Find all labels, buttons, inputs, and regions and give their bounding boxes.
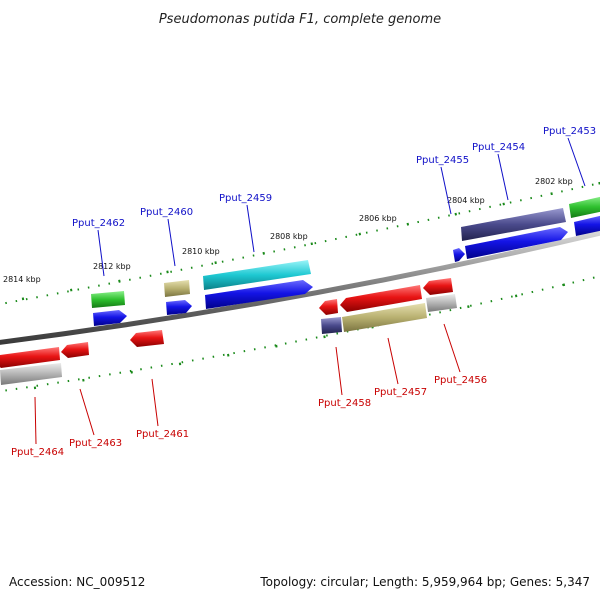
scale-label: 2814 kbp xyxy=(3,275,41,284)
gene-label[interactable]: Pput_2458 xyxy=(318,398,371,409)
cds-arrow-2464[interactable] xyxy=(0,347,60,368)
cds-arrow-2458[interactable] xyxy=(319,299,338,315)
scale-label: 2806 kbp xyxy=(359,214,397,223)
scale-label: 2810 kbp xyxy=(182,247,220,256)
gene-label[interactable]: Pput_2462 xyxy=(72,218,125,229)
cds-arrow-2462[interactable] xyxy=(93,310,127,326)
accession-text: Accession: NC_009512 xyxy=(9,575,145,589)
gene-label[interactable]: Pput_2457 xyxy=(374,387,427,398)
map-title: Pseudomonas putida F1, complete genome xyxy=(159,12,441,27)
gene-labels-top: Pput_2462 Pput_2460 Pput_2459 Pput_2455 … xyxy=(72,126,596,229)
gene-labels-bottom: Pput_2464 Pput_2463 Pput_2461 Pput_2458 … xyxy=(11,375,487,458)
gene-label[interactable]: Pput_2453 xyxy=(543,126,596,137)
reverse-cog-track xyxy=(0,294,457,385)
scale-label: 2802 kbp xyxy=(535,177,573,186)
cog-box-2464[interactable] xyxy=(0,363,62,385)
cds-arrow-2453[interactable] xyxy=(574,215,600,236)
genome-summary-text: Topology: circular; Length: 5,959,964 bp… xyxy=(259,575,590,589)
gene-label[interactable]: Pput_2461 xyxy=(136,429,189,440)
cog-box-2459[interactable] xyxy=(203,260,311,290)
cds-arrow-2454[interactable] xyxy=(465,227,568,259)
forward-cds-track xyxy=(93,215,600,326)
gene-label[interactable]: Pput_2456 xyxy=(434,375,487,386)
genome-backbone xyxy=(0,230,600,345)
cds-arrow-2461[interactable] xyxy=(130,330,164,347)
cds-arrow-2460[interactable] xyxy=(166,300,192,315)
reverse-cds-track xyxy=(0,278,453,368)
cds-arrow-2457[interactable] xyxy=(340,285,422,312)
forward-cog-track xyxy=(91,196,600,308)
gene-label[interactable]: Pput_2463 xyxy=(69,438,122,449)
gene-label[interactable]: Pput_2455 xyxy=(416,155,469,166)
gene-label[interactable]: Pput_2454 xyxy=(472,142,525,153)
cog-box-2458[interactable] xyxy=(321,317,342,334)
cog-box-2453[interactable] xyxy=(569,196,600,218)
cds-arrow-2456[interactable] xyxy=(423,278,453,295)
cds-arrow-2455[interactable] xyxy=(453,248,465,262)
gene-label[interactable]: Pput_2460 xyxy=(140,207,193,218)
cog-box-2460[interactable] xyxy=(164,280,190,297)
gene-label[interactable]: Pput_2464 xyxy=(11,447,64,458)
leader-lines-top xyxy=(97,137,586,277)
cog-box-2456[interactable] xyxy=(426,294,457,312)
cog-box-2457[interactable] xyxy=(342,303,427,332)
scale-label: 2804 kbp xyxy=(447,196,485,205)
cog-box-2455[interactable] xyxy=(461,208,566,241)
cog-box-2462[interactable] xyxy=(91,291,125,308)
cds-arrow-2459[interactable] xyxy=(205,280,313,309)
leader-lines-bottom xyxy=(34,323,461,445)
gene-label[interactable]: Pput_2459 xyxy=(219,193,272,204)
scale-label: 2808 kbp xyxy=(270,232,308,241)
scale-label: 2812 kbp xyxy=(93,262,131,271)
scale-labels: 2814 kbp 2812 kbp 2810 kbp 2808 kbp 2806… xyxy=(3,177,573,284)
cds-arrow-2463[interactable] xyxy=(61,342,89,358)
